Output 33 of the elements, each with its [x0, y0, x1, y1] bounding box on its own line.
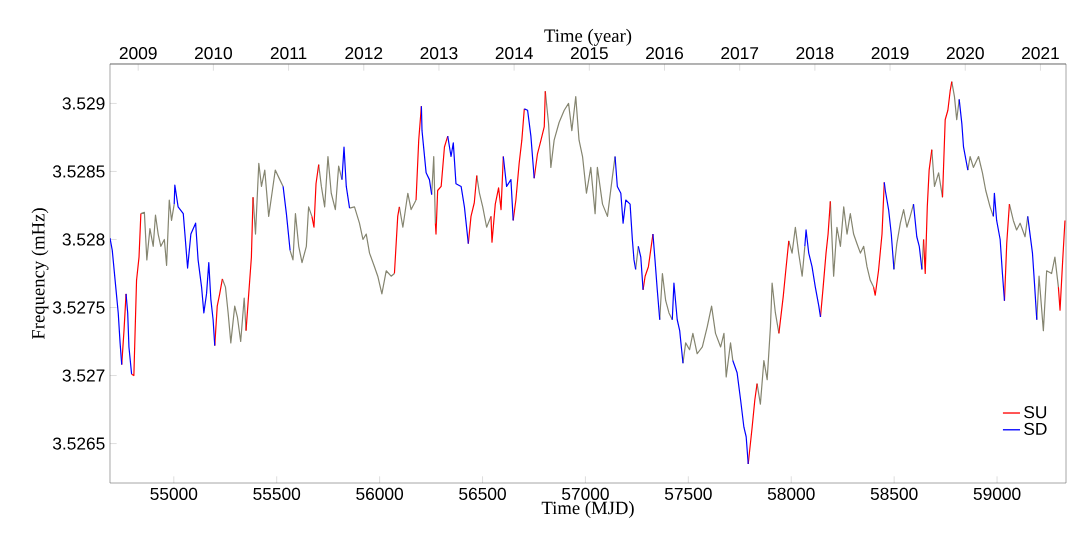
y-tick-label: 3.529: [62, 97, 105, 110]
x-axis-title: Time (MJD): [541, 501, 634, 519]
x2-tick-label: 2020: [946, 47, 984, 60]
x2-tick-label: 2016: [646, 47, 684, 60]
x-tick-label: 55500: [253, 487, 301, 500]
x2-tick-label: 2018: [796, 47, 834, 60]
x-tick-label: 58500: [870, 487, 918, 500]
x2-tick-label: 2009: [119, 47, 157, 60]
x-tick-label: 55000: [150, 487, 198, 500]
x-tick-label: 57500: [664, 487, 712, 500]
x-tick-label: 59000: [973, 487, 1021, 500]
x2-tick-label: 2017: [721, 47, 759, 60]
y-tick-label: 3.5265: [52, 437, 105, 450]
y-tick-label: 3.5275: [52, 301, 105, 314]
x2-tick-label: 2021: [1022, 47, 1059, 60]
y-tick-label: 3.527: [62, 369, 105, 382]
legend-label: SD: [1024, 422, 1047, 435]
x-tick-label: 57000: [562, 487, 609, 500]
x2-tick-label: 2014: [495, 47, 533, 60]
x2-tick-label: 2013: [420, 47, 458, 60]
x2-tick-label: 2015: [570, 47, 608, 60]
x2-tick-label: 2011: [270, 47, 307, 60]
y-tick-label: 3.5285: [52, 165, 105, 178]
x2-tick-label: 2019: [871, 47, 909, 60]
x2-axis-title: Time (year): [544, 28, 632, 46]
y-axis-title: Frequency (mHz): [31, 208, 49, 340]
x2-tick-label: 2010: [194, 47, 232, 60]
x-tick-label: 58000: [767, 487, 815, 500]
x-tick-label: 56000: [356, 487, 404, 500]
x2-tick-label: 2012: [345, 47, 383, 60]
y-tick-label: 3.528: [62, 233, 105, 246]
legend-label: SU: [1024, 405, 1047, 419]
x-tick-label: 56500: [459, 487, 506, 500]
